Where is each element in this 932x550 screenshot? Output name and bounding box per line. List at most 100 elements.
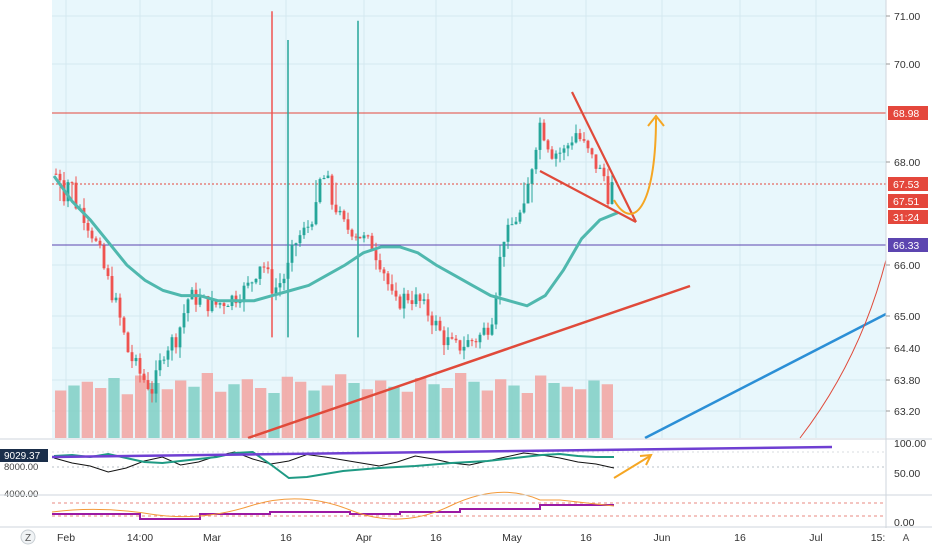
candle-body: [306, 226, 310, 228]
candle-body: [182, 313, 186, 328]
candle-body: [510, 224, 514, 226]
scale-mode-z-button[interactable]: Z: [20, 529, 36, 545]
candle-body: [482, 327, 486, 335]
price-axis[interactable]: 71.00 70.00 68.00 66.00 65.00 64.40 63.80 63.20: [886, 11, 920, 418]
candle-body: [330, 175, 334, 205]
candle-body: [138, 358, 142, 374]
candle-body: [302, 227, 306, 236]
time-tick-label: 16: [430, 532, 442, 544]
candle-body: [246, 282, 250, 286]
candle-body: [350, 229, 354, 237]
indicator-pane-background: [52, 496, 886, 526]
candle-body: [310, 224, 314, 227]
candle-body: [546, 140, 550, 150]
candle-body: [386, 273, 390, 285]
price-label-box: [888, 106, 928, 120]
volume-bar: [441, 388, 453, 438]
time-tick-label: 14:00: [127, 532, 153, 544]
candle-body: [222, 303, 226, 307]
time-tick-label: Mar: [203, 532, 222, 544]
candle-body: [178, 327, 182, 348]
breakout-arrow: [613, 117, 657, 215]
oscillator-value-label: 9029.37: [4, 451, 41, 462]
candle-body: [94, 238, 98, 241]
volume-bar: [268, 393, 280, 438]
candle-body: [314, 202, 318, 225]
candle-body: [318, 179, 322, 203]
candle-body: [166, 350, 170, 360]
candlestick-series: [54, 11, 614, 403]
candle-body: [378, 260, 382, 270]
breakout-arrow-head: [647, 114, 665, 127]
time-tick-label: 16: [580, 532, 592, 544]
volume-bar: [148, 383, 160, 438]
volume-bars: [55, 373, 613, 438]
auto-scale-button[interactable]: A: [903, 533, 910, 544]
candle-body: [514, 221, 518, 225]
oscillator-tick-label: 50.00: [894, 468, 920, 480]
candle-body: [446, 337, 450, 346]
volume-bar: [428, 384, 440, 438]
rising-support-trendline[interactable]: [247, 284, 691, 440]
volume-bar: [575, 389, 587, 438]
price-label-text: 67.51: [893, 196, 919, 208]
candle-body: [334, 204, 338, 213]
volume-bar: [508, 385, 520, 438]
candle-body: [114, 297, 118, 301]
volume-bar: [295, 381, 307, 438]
candle-body: [458, 340, 462, 351]
oscillator-arrow-head: [639, 453, 653, 466]
candle-body: [226, 306, 230, 308]
candle-body: [526, 183, 530, 204]
candle-body: [550, 149, 554, 159]
oscillator-axis[interactable]: 100.00 50.00 0.00: [894, 438, 926, 529]
volume-bar: [108, 378, 120, 438]
auto-scale-label: A: [903, 533, 910, 544]
wedge-pattern[interactable]: [539, 91, 665, 223]
volume-bar: [468, 381, 480, 438]
candle-body: [54, 173, 58, 175]
candle-body: [486, 327, 490, 335]
oscillator-trendline[interactable]: [51, 445, 833, 459]
volume-bar: [121, 394, 133, 438]
candle-body: [522, 203, 526, 213]
volume-bar: [601, 384, 613, 438]
candle-body: [502, 241, 506, 257]
candle-body: [294, 243, 298, 245]
volume-bar: [495, 379, 507, 438]
time-axis[interactable]: Feb 14:00 Mar 16 Apr 16 May 16 Jun 16 Jul 15:: [57, 532, 885, 544]
drawings[interactable]: [247, 259, 887, 440]
price-tick-label: 66.00: [894, 260, 920, 272]
candle-body: [582, 139, 586, 141]
candle-body: [494, 295, 498, 325]
volume-bar: [455, 373, 467, 438]
candle-body: [470, 340, 474, 342]
candle-body: [578, 133, 582, 140]
candle-body: [118, 297, 122, 318]
candle-body: [366, 235, 370, 237]
candle-body: [146, 380, 150, 390]
volume-bar: [68, 385, 80, 438]
price-tick-label: 65.00: [894, 311, 920, 323]
candle-body: [290, 244, 294, 263]
blue-trendline[interactable]: [644, 312, 887, 440]
wedge-upper-line[interactable]: [571, 91, 637, 223]
candle-body: [86, 222, 90, 231]
candle-body: [430, 315, 434, 326]
candle-body: [278, 283, 282, 288]
candle-body: [530, 169, 534, 184]
horizontal-levels[interactable]: [52, 112, 886, 246]
oscillator-scale-label: 8000.00: [4, 462, 38, 473]
oscillator-teal-line: [53, 450, 614, 480]
volume-bar: [228, 384, 240, 438]
volume-bar: [481, 390, 493, 438]
time-tick-label: 16: [734, 532, 746, 544]
candle-body: [442, 330, 446, 346]
candle-body: [382, 269, 386, 274]
candle-body: [338, 210, 342, 213]
indicator-pane: [51, 491, 886, 520]
volume-bar: [55, 390, 67, 438]
wedge-lower-line[interactable]: [539, 170, 637, 223]
candle-body: [102, 245, 106, 269]
